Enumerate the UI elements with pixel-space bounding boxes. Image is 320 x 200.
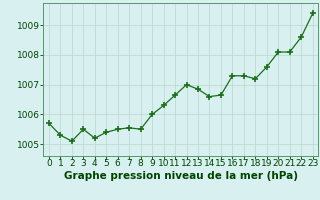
X-axis label: Graphe pression niveau de la mer (hPa): Graphe pression niveau de la mer (hPa)	[64, 171, 298, 181]
